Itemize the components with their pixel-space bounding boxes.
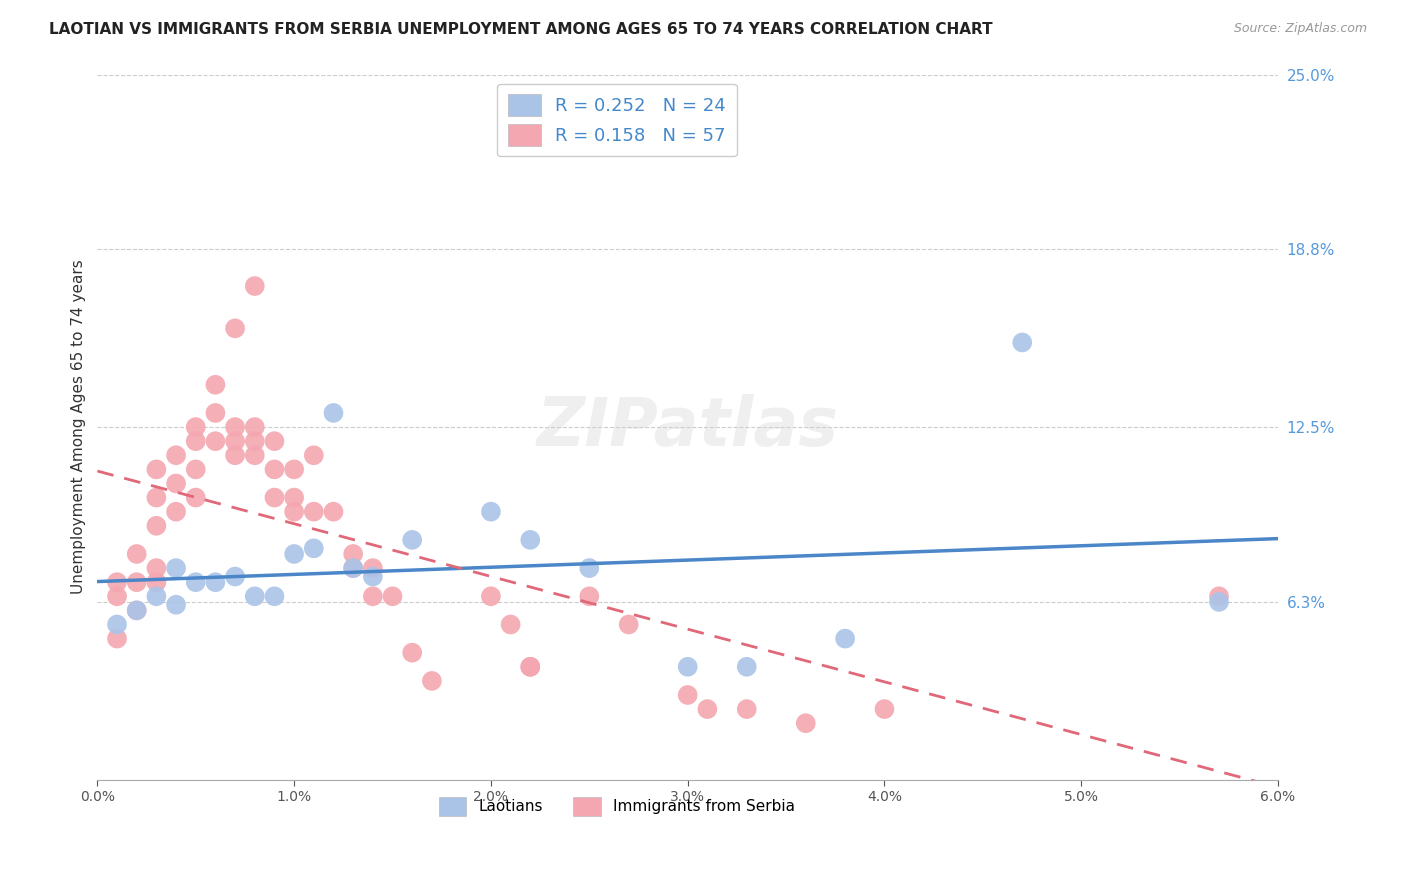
Point (165, 476, 187, 491)
Point (184, 434, 207, 449)
Point (165, 598, 187, 612)
Point (204, 575, 226, 590)
Point (243, 589, 266, 603)
Point (1208, 595, 1230, 609)
Point (735, 660, 758, 674)
Legend: Laotians, Immigrants from Serbia: Laotians, Immigrants from Serbia (429, 788, 804, 825)
Point (184, 491, 207, 505)
Text: LAOTIAN VS IMMIGRANTS FROM SERBIA UNEMPLOYMENT AMONG AGES 65 TO 74 YEARS CORRELA: LAOTIAN VS IMMIGRANTS FROM SERBIA UNEMPL… (49, 22, 993, 37)
Point (479, 589, 502, 603)
Point (165, 505, 187, 519)
Point (342, 561, 364, 575)
Text: ZIPatlas: ZIPatlas (537, 394, 839, 460)
Point (401, 646, 423, 660)
Point (145, 561, 167, 575)
Point (283, 547, 305, 561)
Point (105, 632, 128, 646)
Point (322, 406, 344, 420)
Point (204, 377, 226, 392)
Point (224, 448, 246, 462)
Point (794, 716, 817, 731)
Point (105, 617, 128, 632)
Point (105, 589, 128, 603)
Point (263, 589, 285, 603)
Point (302, 505, 325, 519)
Point (381, 589, 404, 603)
Point (342, 561, 364, 575)
Point (145, 589, 167, 603)
Point (125, 547, 148, 561)
Point (204, 406, 226, 420)
Point (519, 533, 541, 547)
Point (224, 420, 246, 434)
Point (361, 561, 384, 575)
Point (578, 589, 600, 603)
Point (204, 434, 226, 449)
Point (499, 617, 522, 632)
Point (263, 462, 285, 476)
Point (735, 702, 758, 716)
Point (302, 541, 325, 556)
Point (401, 533, 423, 547)
Point (145, 518, 167, 533)
Point (145, 575, 167, 590)
Point (184, 462, 207, 476)
Point (1208, 589, 1230, 603)
Point (302, 448, 325, 462)
Point (165, 561, 187, 575)
Point (184, 575, 207, 590)
Point (361, 589, 384, 603)
Point (873, 702, 896, 716)
Point (578, 561, 600, 575)
Point (243, 448, 266, 462)
Point (145, 462, 167, 476)
Point (283, 505, 305, 519)
Point (1011, 335, 1033, 350)
Point (243, 434, 266, 449)
Point (519, 660, 541, 674)
Point (243, 279, 266, 293)
Point (696, 702, 718, 716)
Text: Source: ZipAtlas.com: Source: ZipAtlas.com (1233, 22, 1367, 36)
Point (165, 448, 187, 462)
Point (263, 491, 285, 505)
Point (224, 569, 246, 583)
Point (676, 660, 699, 674)
Point (243, 420, 266, 434)
Point (145, 491, 167, 505)
Point (125, 575, 148, 590)
Point (125, 603, 148, 617)
Point (676, 688, 699, 702)
Point (322, 505, 344, 519)
Y-axis label: Unemployment Among Ages 65 to 74 years: Unemployment Among Ages 65 to 74 years (72, 260, 86, 594)
Point (617, 617, 640, 632)
Point (125, 603, 148, 617)
Point (519, 660, 541, 674)
Point (184, 420, 207, 434)
Point (224, 321, 246, 335)
Point (361, 569, 384, 583)
Point (283, 491, 305, 505)
Point (834, 632, 856, 646)
Point (224, 434, 246, 449)
Point (342, 547, 364, 561)
Point (283, 462, 305, 476)
Point (263, 434, 285, 449)
Point (105, 575, 128, 590)
Point (420, 673, 443, 688)
Point (479, 505, 502, 519)
